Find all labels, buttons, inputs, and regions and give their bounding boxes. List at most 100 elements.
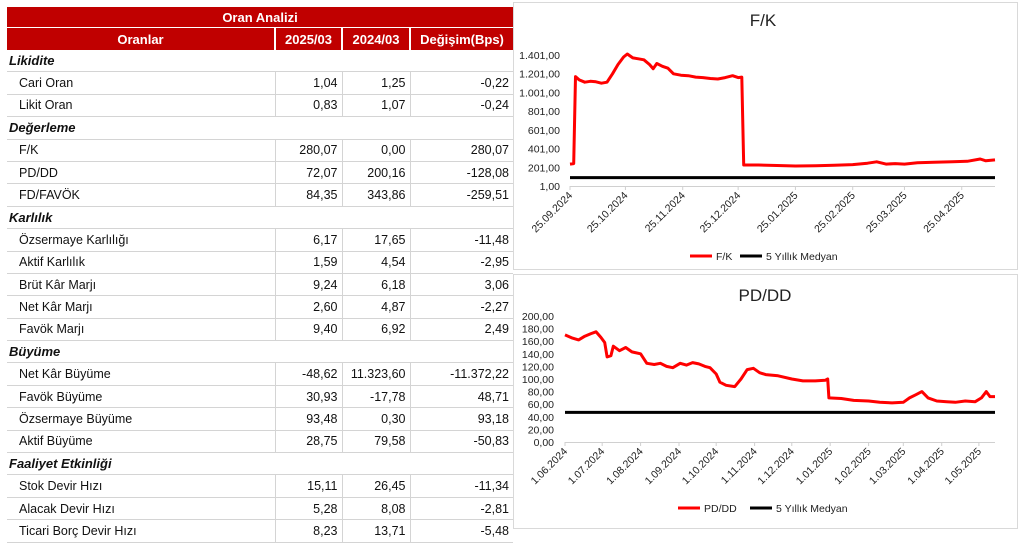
value-change-bps: -259,51	[410, 183, 513, 207]
table-row: F/K 280,07 0,00 280,07	[7, 139, 513, 162]
fk-chart-title: F/K	[750, 11, 777, 30]
pd-x-tick-label: 1.02.2025	[832, 446, 874, 488]
value-2025-03: 280,07	[275, 139, 343, 162]
fk-y-tick-label: 801,00	[528, 106, 560, 118]
ratio-label: Özsermaye Büyüme	[7, 407, 276, 431]
value-2025-03: 1,04	[275, 71, 343, 95]
fk-x-tick-label: 25.02.2025	[812, 190, 858, 236]
ratio-table-container: Oran Analizi Oranlar 2025/03 2024/03 Değişim…	[7, 7, 513, 543]
fk-series-line	[569, 52, 996, 168]
value-2025-03: 8,23	[275, 519, 343, 543]
section-row: Faaliyet Etkinliği	[7, 452, 513, 476]
pddd-chart-svg: PD/DD 200,00180,00160,00140,00120,00100,0…	[513, 274, 1018, 529]
ratio-label: Özsermaye Karlılığı	[7, 228, 276, 252]
section-title: Likidite	[7, 50, 513, 73]
pd-y-tick-label: 100,00	[522, 374, 554, 386]
fk-y-tick-label: 201,00	[528, 162, 560, 174]
fk-legend-series-label: F/K	[716, 251, 732, 263]
value-2025-03: 9,40	[275, 318, 343, 342]
value-2024-03: 0,30	[342, 407, 411, 431]
table-row: Likit Oran 0,83 1,07 -0,24	[7, 94, 513, 118]
pd-x-tick-label: 1.03.2025	[867, 446, 909, 488]
ratio-label: Net Kâr Büyüme	[7, 362, 276, 386]
value-2024-03: 26,45	[342, 474, 411, 498]
value-2024-03: 4,54	[342, 251, 411, 274]
fk-chart-svg: F/K 1.401,00 1.201,00 1.001,00 801,00 601,00 4…	[513, 2, 1018, 270]
fk-y-tick-label: 601,00	[528, 125, 560, 137]
value-2024-03: 0,00	[342, 139, 411, 162]
table-row: Brüt Kâr Marjı 9,24 6,18 3,06	[7, 273, 513, 297]
value-2025-03: 93,48	[275, 407, 343, 431]
section-row: Değerleme	[7, 116, 513, 140]
value-2025-03: 1,59	[275, 251, 343, 274]
value-change-bps: -50,83	[410, 430, 513, 454]
value-change-bps: -11.372,22	[410, 362, 513, 386]
table-row: PD/DD 72,07 200,16 -128,08	[7, 161, 513, 185]
fk-x-tick-label: 25.04.2025	[921, 190, 967, 236]
value-2025-03: 2,60	[275, 295, 343, 319]
value-2025-03: 84,35	[275, 183, 343, 207]
pd-x-tick-label: 1.01.2025	[794, 446, 836, 488]
pd-y-tick-label: 80,00	[528, 387, 554, 399]
ratio-label: Aktif Büyüme	[7, 430, 276, 454]
ratio-label: Stok Devir Hızı	[7, 474, 276, 498]
table-row: Net Kâr Büyüme -48,62 11.323,60 -11.372,22	[7, 362, 513, 386]
pddd-chart: PD/DD 200,00 180,00 160,00 140,00 120,00 100,0…	[513, 274, 1018, 529]
pd-y-tick-label: 120,00	[522, 361, 554, 373]
pd-y-tick-label: 40,00	[528, 412, 554, 424]
value-2024-03: 1,07	[342, 94, 411, 118]
fk-y-tick-label: 1.001,00	[519, 87, 560, 99]
value-2025-03: 5,28	[275, 497, 343, 521]
fk-y-tick-label: 1.201,00	[519, 69, 560, 81]
pd-x-tick-label: 1.07.2024	[566, 446, 608, 488]
ratio-label: Net Kâr Marjı	[7, 295, 276, 319]
table-row: Özsermaye Büyüme 93,48 0,30 93,18	[7, 407, 513, 431]
ratio-label: Likit Oran	[7, 94, 276, 118]
pd-y-tick-label: 200,00	[522, 311, 554, 323]
ratio-label: FD/FAVÖK	[7, 183, 276, 207]
pd-x-tick-label: 1.11.2024	[719, 446, 760, 487]
fk-x-tick-label: 25.09.2024	[529, 190, 575, 236]
value-2024-03: 13,71	[342, 519, 411, 543]
table-row: Ticari Borç Devir Hızı 8,23 13,71 -5,48	[7, 519, 513, 543]
header-2025-03: 2025/03	[275, 27, 343, 50]
table-row: Net Kâr Marjı 2,60 4,87 -2,27	[7, 295, 513, 319]
value-change-bps: -11,48	[410, 228, 513, 252]
value-2025-03: 15,11	[275, 474, 343, 498]
table-row: Favök Marjı 9,40 6,92 2,49	[7, 318, 513, 342]
pd-x-tick-label: 1.06.2024	[529, 446, 571, 488]
ratio-label: Aktif Karlılık	[7, 251, 276, 274]
header-2024-03: 2024/03	[342, 27, 411, 50]
fk-y-tick-label: 401,00	[528, 144, 560, 156]
fk-legend: F/K 5 Yıllık Medyan	[690, 251, 838, 263]
value-change-bps: -2,95	[410, 251, 513, 274]
value-change-bps: 48,71	[410, 385, 513, 409]
ratio-label: Brüt Kâr Marjı	[7, 273, 276, 297]
pd-y-tick-label: 140,00	[522, 349, 554, 361]
value-2025-03: 72,07	[275, 161, 343, 185]
section-title: Değerleme	[7, 116, 513, 140]
section-title: Büyüme	[7, 340, 513, 364]
ratio-label: Favök Marjı	[7, 318, 276, 342]
value-change-bps: -0,22	[410, 71, 513, 95]
pd-y-tick-label: 0,00	[534, 437, 555, 449]
table-row: Aktif Büyüme 28,75 79,58 -50,83	[7, 430, 513, 454]
value-change-bps: -11,34	[410, 474, 513, 498]
value-change-bps: 280,07	[410, 139, 513, 162]
value-2024-03: 200,16	[342, 161, 411, 185]
table-header-row: Oranlar 2025/03 2024/03 Değişim(Bps)	[7, 27, 513, 50]
value-2025-03: 6,17	[275, 228, 343, 252]
value-2024-03: 4,87	[342, 295, 411, 319]
value-2024-03: 1,25	[342, 71, 411, 95]
value-2024-03: 6,92	[342, 318, 411, 342]
value-2025-03: 28,75	[275, 430, 343, 454]
value-change-bps: 93,18	[410, 407, 513, 431]
table-row: Favök Büyüme 30,93 -17,78 48,71	[7, 385, 513, 409]
value-change-bps: -5,48	[410, 519, 513, 543]
pd-x-tick-label: 1.09.2024	[643, 446, 685, 488]
fk-x-tick-label: 25.10.2024	[585, 190, 631, 236]
table-row: Aktif Karlılık 1,59 4,54 -2,95	[7, 251, 513, 274]
table-row: Stok Devir Hızı 15,11 26,45 -11,34	[7, 474, 513, 498]
value-2024-03: 79,58	[342, 430, 411, 454]
pd-y-tick-label: 60,00	[528, 399, 554, 411]
